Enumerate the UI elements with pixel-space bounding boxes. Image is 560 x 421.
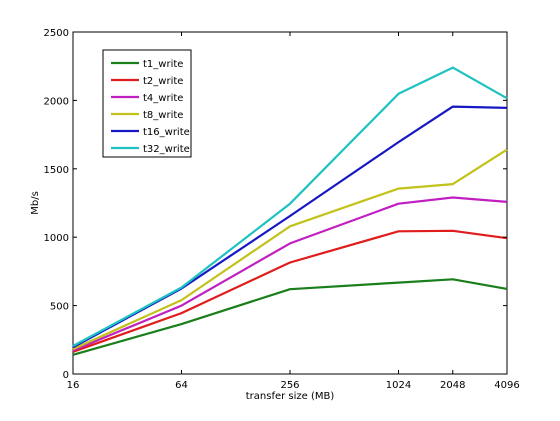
legend: t1_write t2_write t4_write t8_write t16_writ… xyxy=(102,49,192,158)
y-tick-label: 1500 xyxy=(44,165,69,176)
y-tick-label: 2500 xyxy=(44,28,69,39)
x-axis-label: transfer size (MB) xyxy=(246,391,335,402)
x-tick-label: 2048 xyxy=(440,380,465,391)
legend-label: t1_write xyxy=(143,59,183,70)
series-line-t4-write xyxy=(72,196,508,352)
x-tick-label: 4096 xyxy=(494,380,519,391)
y-tick-label: 1000 xyxy=(44,233,69,244)
x-tick-label: 256 xyxy=(280,380,299,391)
series-line-t2-write xyxy=(72,229,508,353)
y-tick-label: 500 xyxy=(50,302,69,313)
legend-label: t16_write xyxy=(143,127,190,138)
x-tick-label: 16 xyxy=(67,380,80,391)
legend-label: t2_write xyxy=(143,76,183,87)
legend-label: t8_write xyxy=(143,110,183,121)
y-axis-label: Mb/s xyxy=(30,191,41,215)
legend-box xyxy=(102,49,192,158)
legend-label: t4_write xyxy=(143,93,183,104)
x-tick-label: 64 xyxy=(175,380,188,391)
series-line-t32-write xyxy=(72,66,508,347)
series-line-t8-write xyxy=(72,148,508,351)
legend-label: t32_write xyxy=(143,144,190,155)
series-line-t1-write xyxy=(72,278,508,356)
x-tick-label: 1024 xyxy=(386,380,411,391)
y-tick-label: 2000 xyxy=(44,96,69,107)
y-tick-label: 0 xyxy=(63,370,69,381)
